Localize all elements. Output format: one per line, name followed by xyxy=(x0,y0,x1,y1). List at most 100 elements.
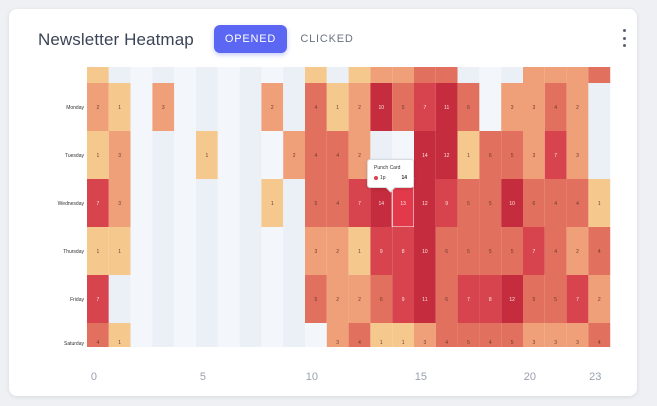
heatmap-cell[interactable] xyxy=(174,131,196,179)
heatmap-cell[interactable] xyxy=(239,131,262,179)
heatmap-cell[interactable] xyxy=(108,323,131,347)
heatmap-cell[interactable] xyxy=(544,67,567,83)
heatmap-cell[interactable] xyxy=(130,323,153,347)
heatmap-cell[interactable] xyxy=(370,179,393,227)
heatmap-cell[interactable] xyxy=(435,275,458,323)
heatmap-cell[interactable] xyxy=(523,275,545,323)
heatmap-cell[interactable] xyxy=(217,227,240,275)
heatmap-cell[interactable] xyxy=(414,275,436,323)
heatmap-cell[interactable] xyxy=(174,227,196,275)
heatmap-cell[interactable] xyxy=(370,275,393,323)
heatmap-cell[interactable] xyxy=(239,275,262,323)
heatmap-cell[interactable] xyxy=(588,227,611,275)
heatmap-cell[interactable] xyxy=(305,67,327,83)
heatmap-cell[interactable] xyxy=(414,83,436,131)
heatmap-cell[interactable] xyxy=(305,227,327,275)
heatmap-cell[interactable] xyxy=(501,179,523,227)
heatmap-cell[interactable] xyxy=(261,227,284,275)
tab-clicked[interactable]: CLICKED xyxy=(300,33,354,45)
heatmap-cell[interactable] xyxy=(392,227,414,275)
heatmap-cell[interactable] xyxy=(414,131,436,179)
heatmap-cell[interactable] xyxy=(305,131,327,179)
heatmap-cell[interactable] xyxy=(435,67,458,83)
heatmap-cell[interactable] xyxy=(130,275,153,323)
heatmap-cell[interactable] xyxy=(217,131,240,179)
heatmap-cell[interactable] xyxy=(457,227,480,275)
heatmap-cell[interactable] xyxy=(523,227,545,275)
heatmap-cell[interactable] xyxy=(261,131,284,179)
heatmap-cell[interactable] xyxy=(435,131,458,179)
heatmap-cell[interactable] xyxy=(130,179,153,227)
heatmap-cell[interactable] xyxy=(544,179,567,227)
heatmap-cell[interactable] xyxy=(370,67,393,83)
heatmap-cell[interactable] xyxy=(479,323,502,347)
heatmap-cell[interactable] xyxy=(152,67,175,83)
heatmap-cell[interactable] xyxy=(370,227,393,275)
heatmap-cell[interactable] xyxy=(261,275,284,323)
heatmap-cell[interactable] xyxy=(305,83,327,131)
heatmap-cell[interactable] xyxy=(326,83,349,131)
heatmap-cell[interactable] xyxy=(479,275,502,323)
heatmap-cell[interactable] xyxy=(588,323,611,347)
heatmap-cell[interactable] xyxy=(87,83,109,131)
heatmap-cell[interactable] xyxy=(348,323,371,347)
heatmap-cell[interactable] xyxy=(435,179,458,227)
heatmap-cell[interactable] xyxy=(588,67,611,83)
heatmap-cell[interactable] xyxy=(239,83,262,131)
heatmap-cell[interactable] xyxy=(239,67,262,83)
heatmap-cell[interactable] xyxy=(544,131,567,179)
heatmap-cell[interactable] xyxy=(544,323,567,347)
heatmap-cell[interactable] xyxy=(566,131,589,179)
heatmap-cell[interactable] xyxy=(217,275,240,323)
heatmap-cell[interactable] xyxy=(196,67,218,83)
heatmap-cell[interactable] xyxy=(414,227,436,275)
heatmap-cell[interactable] xyxy=(370,83,393,131)
heatmap-cell[interactable] xyxy=(196,179,218,227)
heatmap-cell[interactable] xyxy=(283,275,305,323)
heatmap-cell[interactable] xyxy=(108,83,131,131)
heatmap-cell[interactable] xyxy=(152,275,175,323)
heatmap-cell[interactable] xyxy=(588,83,611,131)
heatmap-cell[interactable] xyxy=(370,323,393,347)
heatmap-cell[interactable] xyxy=(152,83,175,131)
heatmap-cell[interactable] xyxy=(326,275,349,323)
heatmap-cell[interactable] xyxy=(239,323,262,347)
heatmap-cell[interactable] xyxy=(566,83,589,131)
heatmap-cell[interactable] xyxy=(435,323,458,347)
heatmap-cell[interactable] xyxy=(130,67,153,83)
heatmap-cell[interactable] xyxy=(479,83,502,131)
heatmap-cell[interactable] xyxy=(348,67,371,83)
heatmap-cell[interactable] xyxy=(283,323,305,347)
heatmap-cell[interactable] xyxy=(348,227,371,275)
heatmap-cell[interactable] xyxy=(414,179,436,227)
heatmap-cell[interactable] xyxy=(283,83,305,131)
heatmap-cell[interactable] xyxy=(457,323,480,347)
heatmap-cell[interactable] xyxy=(435,227,458,275)
heatmap-cell[interactable] xyxy=(217,179,240,227)
heatmap-cell[interactable] xyxy=(326,323,349,347)
heatmap-cell[interactable] xyxy=(217,323,240,347)
heatmap-cell[interactable] xyxy=(326,227,349,275)
heatmap-cell[interactable] xyxy=(588,179,611,227)
heatmap-cell[interactable] xyxy=(566,275,589,323)
heatmap-cell[interactable] xyxy=(348,275,371,323)
heatmap-cell[interactable] xyxy=(130,83,153,131)
heatmap-cell[interactable] xyxy=(501,83,523,131)
heatmap-cell[interactable] xyxy=(108,227,131,275)
heatmap-cell[interactable] xyxy=(152,227,175,275)
heatmap-cell[interactable] xyxy=(588,275,611,323)
heatmap-cell[interactable] xyxy=(261,67,284,83)
heatmap-cell[interactable] xyxy=(457,83,480,131)
heatmap-cell[interactable] xyxy=(261,179,284,227)
heatmap-cell[interactable] xyxy=(435,83,458,131)
heatmap-cell[interactable] xyxy=(108,67,131,83)
heatmap-cell[interactable] xyxy=(523,83,545,131)
heatmap-cell[interactable] xyxy=(566,323,589,347)
heatmap-cell[interactable] xyxy=(87,227,109,275)
heatmap-cell[interactable] xyxy=(283,179,305,227)
heatmap-cell[interactable] xyxy=(326,179,349,227)
heatmap-cell[interactable] xyxy=(239,227,262,275)
heatmap-cell[interactable] xyxy=(261,323,284,347)
heatmap-cell[interactable] xyxy=(174,323,196,347)
heatmap-cell[interactable] xyxy=(217,83,240,131)
